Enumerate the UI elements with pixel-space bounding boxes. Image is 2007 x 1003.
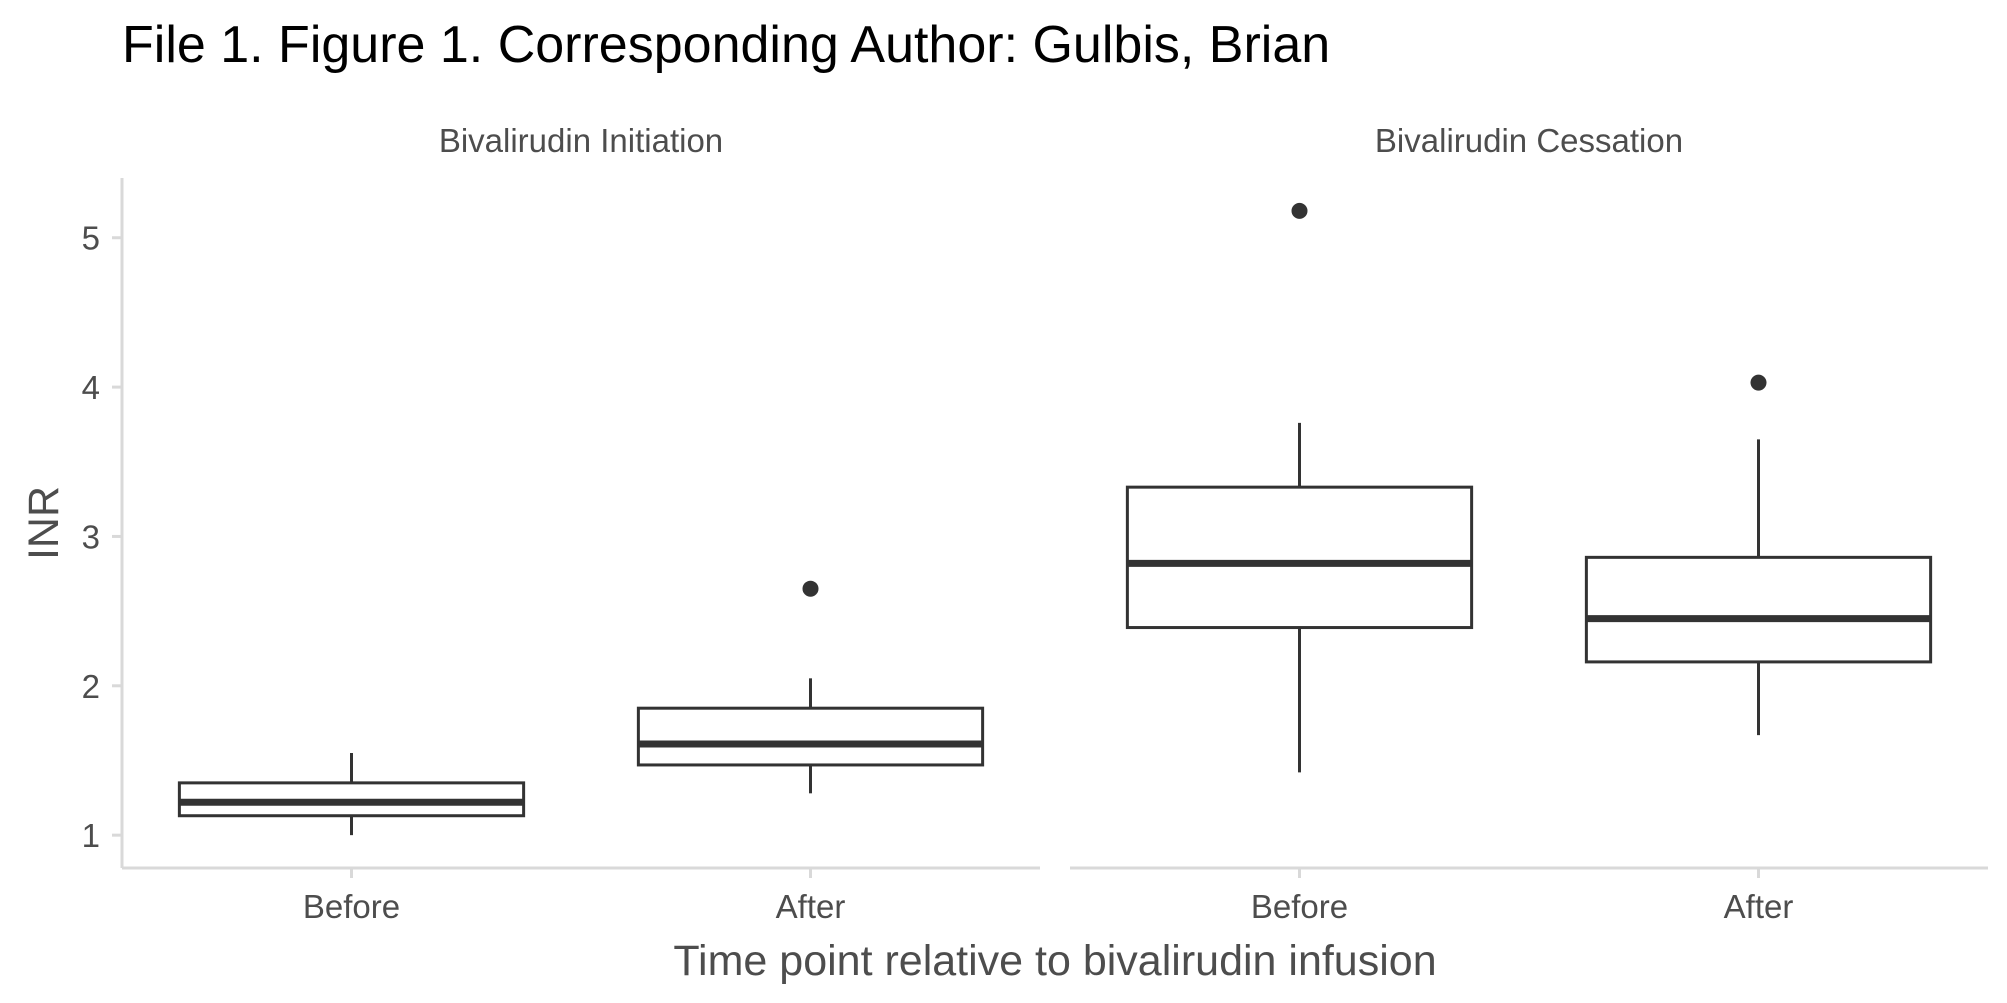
box-before bbox=[177, 753, 526, 836]
y-tick-label: 4 bbox=[82, 369, 100, 406]
facet-strip-label: Bivalirudin Initiation bbox=[439, 122, 723, 159]
box-iqr bbox=[1584, 555, 1933, 664]
box-iqr bbox=[636, 706, 985, 767]
box-before bbox=[1125, 202, 1474, 773]
box-iqr bbox=[1125, 485, 1474, 630]
facet-panel: Bivalirudin Initiation Before After bbox=[120, 122, 1040, 925]
outlier-point bbox=[1750, 374, 1767, 391]
y-axis: 1 2 3 4 5 bbox=[82, 220, 122, 854]
chart-title: File 1. Figure 1. Corresponding Author: … bbox=[122, 16, 1330, 74]
y-axis-title: INR bbox=[20, 486, 68, 560]
y-tick-label: 1 bbox=[82, 817, 100, 854]
box-after bbox=[1584, 374, 1933, 736]
box-after bbox=[636, 580, 985, 794]
y-tick-label: 5 bbox=[82, 220, 100, 257]
x-tick-label: After bbox=[776, 888, 846, 925]
y-tick-label: 3 bbox=[82, 518, 100, 555]
x-axis-title: Time point relative to bivalirudin infus… bbox=[673, 937, 1436, 985]
y-tick-label: 2 bbox=[82, 668, 100, 705]
x-tick-label: After bbox=[1724, 888, 1794, 925]
outlier-point bbox=[1291, 202, 1308, 219]
outlier-point bbox=[802, 580, 819, 597]
x-tick-label: Before bbox=[1251, 888, 1348, 925]
facet-panel: Bivalirudin Cessation Before After bbox=[1070, 122, 1988, 925]
x-tick-label: Before bbox=[303, 888, 400, 925]
facet-strip-label: Bivalirudin Cessation bbox=[1375, 122, 1683, 159]
